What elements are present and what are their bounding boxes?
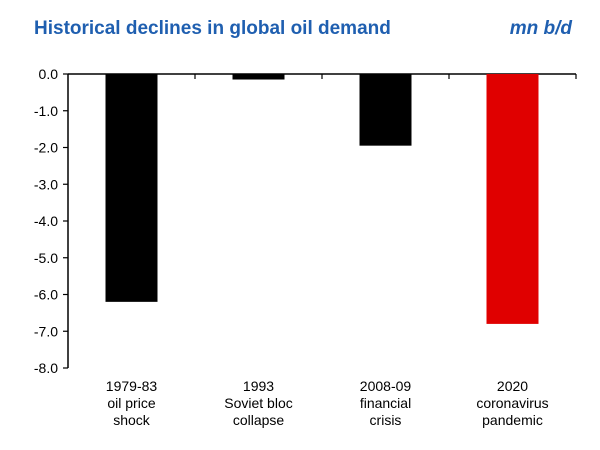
category-label: financial — [360, 395, 411, 411]
category-label: collapse — [233, 412, 285, 428]
category-label: pandemic — [482, 412, 543, 428]
y-tick-label: -3.0 — [34, 176, 58, 192]
y-tick-label: -5.0 — [34, 250, 58, 266]
y-tick-label: -2.0 — [34, 140, 58, 156]
category-label: Soviet bloc — [224, 395, 292, 411]
bar — [232, 74, 285, 80]
category-label: 1993 — [243, 378, 274, 394]
category-label: coronavirus — [476, 395, 548, 411]
bar — [359, 74, 412, 146]
y-tick-label: -6.0 — [34, 287, 58, 303]
category-label: crisis — [370, 412, 402, 428]
category-label: 2020 — [497, 378, 528, 394]
bar — [486, 74, 539, 324]
bar — [105, 74, 158, 302]
chart-title: Historical declines in global oil demand — [34, 18, 391, 39]
category-label: shock — [113, 412, 151, 428]
y-tick-label: -8.0 — [34, 360, 58, 376]
y-tick-label: -4.0 — [34, 213, 58, 229]
y-tick-label: -1.0 — [34, 103, 58, 119]
category-label: oil price — [107, 395, 155, 411]
category-label: 2008-09 — [360, 378, 412, 394]
category-label: 1979-83 — [106, 378, 158, 394]
unit-label: mn b/d — [509, 18, 572, 39]
y-tick-label: 0.0 — [39, 66, 59, 82]
y-tick-label: -7.0 — [34, 323, 58, 339]
